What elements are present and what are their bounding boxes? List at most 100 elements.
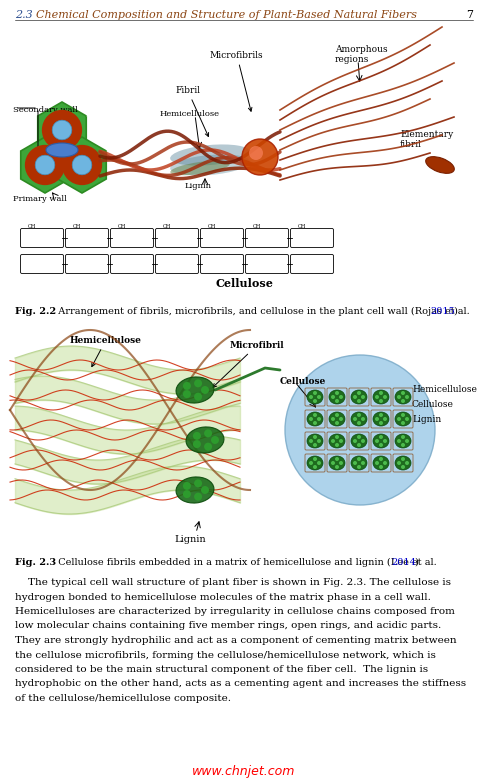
Ellipse shape (307, 434, 323, 448)
Circle shape (379, 457, 383, 461)
Circle shape (309, 395, 313, 399)
Text: considered to be the main structural component of the fiber cell.  The lignin is: considered to be the main structural com… (15, 665, 428, 674)
FancyBboxPatch shape (20, 255, 63, 273)
Circle shape (193, 432, 201, 440)
FancyBboxPatch shape (65, 228, 108, 248)
Text: 2.3: 2.3 (15, 10, 33, 20)
Text: ): ) (414, 558, 418, 567)
Circle shape (331, 439, 335, 443)
Text: Primary wall: Primary wall (13, 195, 67, 203)
Circle shape (401, 391, 405, 395)
Circle shape (35, 155, 55, 174)
Text: The typical cell wall structure of plant fiber is shown in Fig. 2.3. The cellulo: The typical cell wall structure of plant… (15, 578, 451, 587)
Circle shape (339, 461, 343, 465)
Circle shape (357, 391, 361, 395)
Text: Fig. 2.3: Fig. 2.3 (15, 558, 56, 567)
Circle shape (401, 399, 405, 403)
Text: Hemicellulose: Hemicellulose (412, 385, 477, 394)
Circle shape (335, 443, 339, 447)
Ellipse shape (351, 456, 367, 470)
FancyBboxPatch shape (201, 255, 244, 273)
Text: hydrophobic on the other hand, acts as a cementing agent and increases the stiff: hydrophobic on the other hand, acts as a… (15, 679, 466, 689)
Text: Fig. 2.2: Fig. 2.2 (15, 307, 56, 316)
Circle shape (201, 386, 209, 394)
Circle shape (405, 461, 409, 465)
Text: Cellulose fibrils embedded in a matrix of hemicellulose and lignin (Lee et al.: Cellulose fibrils embedded in a matrix o… (52, 558, 440, 567)
Circle shape (397, 395, 401, 399)
Circle shape (379, 413, 383, 417)
Circle shape (357, 435, 361, 439)
FancyBboxPatch shape (290, 255, 333, 273)
Circle shape (335, 391, 339, 395)
Circle shape (62, 145, 102, 185)
Circle shape (317, 461, 321, 465)
Text: Lignin: Lignin (412, 415, 441, 424)
Circle shape (357, 443, 361, 447)
Circle shape (183, 382, 191, 390)
Text: ): ) (453, 307, 457, 316)
Text: Amorphous
regions: Amorphous regions (335, 45, 387, 65)
Text: OH: OH (253, 224, 261, 229)
Circle shape (201, 486, 209, 494)
Circle shape (52, 120, 72, 139)
Circle shape (361, 417, 365, 421)
Ellipse shape (170, 154, 250, 175)
Text: Hemicellulose: Hemicellulose (160, 110, 220, 118)
Circle shape (397, 461, 401, 465)
Circle shape (335, 457, 339, 461)
Ellipse shape (46, 143, 78, 157)
Ellipse shape (307, 456, 323, 470)
Circle shape (331, 395, 335, 399)
Circle shape (357, 413, 361, 417)
Circle shape (42, 110, 82, 150)
Text: Cellulose: Cellulose (280, 377, 326, 386)
Circle shape (317, 417, 321, 421)
Ellipse shape (373, 456, 389, 470)
Circle shape (309, 439, 313, 443)
Circle shape (397, 417, 401, 421)
Circle shape (194, 379, 202, 387)
Text: low molecular chains containing five member rings, open rings, and acidic parts.: low molecular chains containing five mem… (15, 622, 441, 630)
Text: OH: OH (208, 224, 216, 229)
Circle shape (72, 155, 92, 174)
Circle shape (183, 482, 191, 490)
Ellipse shape (373, 390, 389, 404)
Ellipse shape (395, 434, 411, 448)
Ellipse shape (426, 157, 454, 174)
Text: OH: OH (298, 224, 306, 229)
Circle shape (242, 139, 278, 175)
Circle shape (379, 465, 383, 469)
Circle shape (313, 399, 317, 403)
Text: They are strongly hydrophilic and act as a component of cementing matrix between: They are strongly hydrophilic and act as… (15, 636, 457, 645)
Polygon shape (21, 137, 69, 193)
Circle shape (379, 421, 383, 425)
Ellipse shape (176, 377, 214, 403)
FancyBboxPatch shape (20, 228, 63, 248)
Circle shape (405, 417, 409, 421)
Text: 2015: 2015 (430, 307, 455, 316)
Text: Lignin: Lignin (174, 535, 206, 544)
Circle shape (313, 421, 317, 425)
Circle shape (379, 391, 383, 395)
Circle shape (313, 443, 317, 447)
Circle shape (379, 443, 383, 447)
Circle shape (309, 461, 313, 465)
Circle shape (335, 465, 339, 469)
Ellipse shape (351, 390, 367, 404)
Text: 7: 7 (466, 10, 473, 20)
Circle shape (331, 417, 335, 421)
Circle shape (335, 413, 339, 417)
Circle shape (357, 465, 361, 469)
FancyBboxPatch shape (110, 228, 154, 248)
Circle shape (193, 440, 201, 448)
Ellipse shape (395, 412, 411, 426)
Circle shape (353, 461, 357, 465)
Circle shape (339, 439, 343, 443)
Circle shape (401, 465, 405, 469)
Text: Arrangement of fibrils, microfibrils, and cellulose in the plant cell wall (Roja: Arrangement of fibrils, microfibrils, an… (52, 307, 473, 316)
Circle shape (405, 395, 409, 399)
Text: Secondary wall: Secondary wall (13, 106, 78, 114)
Text: Microfibrils: Microfibrils (210, 51, 264, 111)
Circle shape (357, 457, 361, 461)
Circle shape (357, 399, 361, 403)
